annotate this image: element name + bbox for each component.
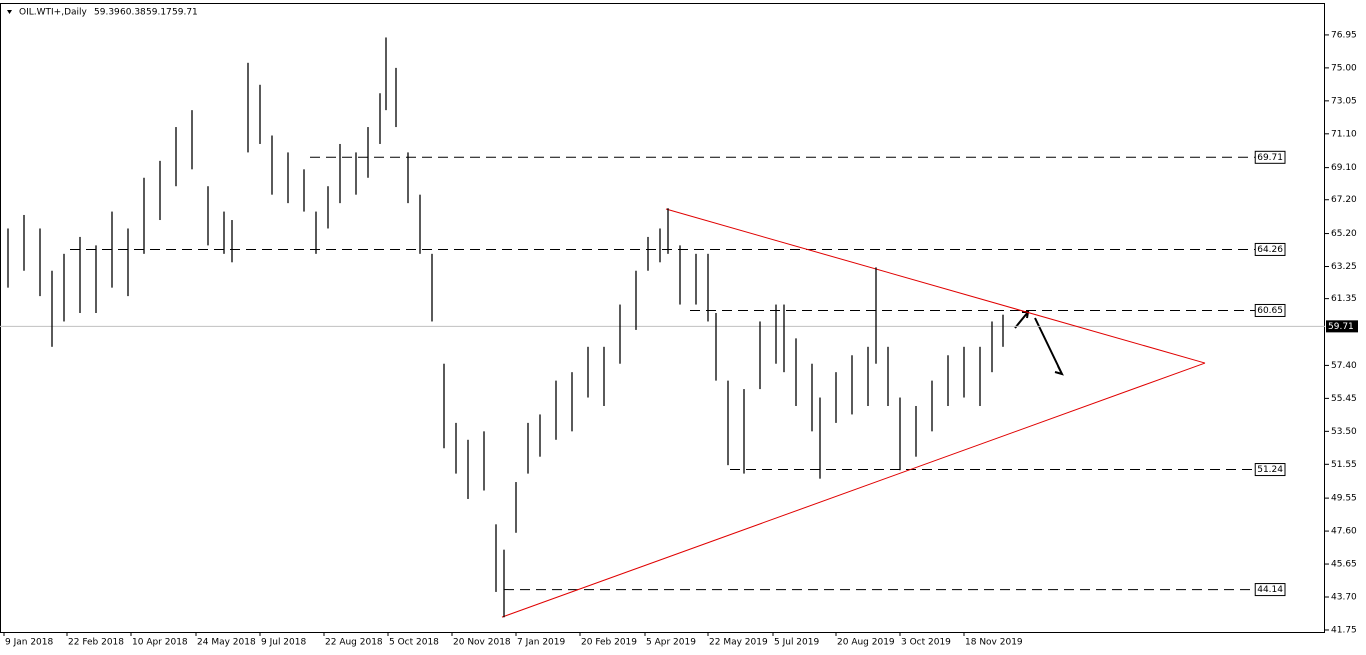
header: OIL.WTI+,Daily	[19, 8, 88, 18]
y-tick-label: 41.75	[1331, 625, 1357, 635]
y-tick-label: 47.60	[1331, 527, 1357, 537]
y-tick-label: 71.10	[1331, 129, 1357, 139]
ohlc-value: 60.38	[120, 8, 146, 18]
level-box	[1254, 150, 1286, 164]
y-tick-label: 67.20	[1331, 195, 1357, 205]
level-label: 51.24	[1257, 465, 1283, 475]
y-tick-label: 43.70	[1331, 593, 1357, 603]
ohlc-value: 59.71	[172, 8, 198, 18]
y-tick-label: 65.20	[1331, 229, 1357, 239]
level-label: 64.26	[1257, 245, 1283, 255]
y-tick-label: 45.65	[1331, 560, 1357, 570]
level-box	[1254, 463, 1286, 477]
y-tick-label: 55.45	[1331, 394, 1357, 404]
x-tick-label: 3 Oct 2019	[901, 638, 951, 648]
level-label: 60.65	[1257, 306, 1283, 316]
y-tick-label: 76.95	[1331, 30, 1357, 40]
x-tick-label: 22 Aug 2018	[325, 638, 383, 648]
x-tick-label: 22 May 2019	[709, 638, 768, 648]
symbol: OIL.WTI+,Daily	[19, 8, 88, 18]
y-tick-label: 61.35	[1331, 294, 1357, 304]
x-tick-label: 18 Nov 2019	[965, 638, 1023, 648]
x-tick-label: 20 Nov 2018	[453, 638, 511, 648]
x-tick-label: 9 Jan 2018	[5, 638, 53, 648]
x-tick-label: 5 Apr 2019	[646, 638, 696, 648]
x-tick-label: 24 May 2018	[197, 638, 256, 648]
menu-arrow[interactable]	[7, 10, 12, 14]
y-tick-label: 49.55	[1331, 494, 1357, 504]
x-tick-label: 20 Feb 2019	[581, 638, 637, 648]
trendline	[501, 362, 1206, 618]
current-price-box	[1326, 320, 1358, 333]
y-tick-label: 51.55	[1331, 460, 1357, 470]
plot-frame	[0, 3, 1325, 633]
x-tick-label: 5 Oct 2018	[389, 638, 439, 648]
arrow-down	[1034, 317, 1064, 376]
level-box	[1254, 242, 1286, 256]
y-tick-label: 53.50	[1331, 427, 1357, 437]
level-box	[1254, 303, 1286, 317]
ohlc-value: 59.17	[146, 8, 172, 18]
x-tick-label: 22 Feb 2018	[68, 638, 124, 648]
x-tick-label: 7 Jan 2019	[517, 638, 565, 648]
x-tick-label: 10 Apr 2018	[132, 638, 188, 648]
level-label: 44.14	[1257, 585, 1283, 595]
x-tick-label: 5 Jul 2019	[774, 638, 819, 648]
ohlc-value: 59.39	[94, 8, 120, 18]
y-tick-label: 73.05	[1331, 96, 1357, 106]
y-tick-label: 69.10	[1331, 163, 1357, 173]
y-tick-label: 63.25	[1331, 262, 1357, 272]
y-tick-label: 57.40	[1331, 361, 1357, 371]
y-tick-label: 75.00	[1331, 63, 1357, 73]
x-tick-label: 9 Jul 2018	[261, 638, 306, 648]
level-label: 69.71	[1257, 153, 1283, 163]
current-price-label: 59.71	[1328, 322, 1354, 332]
level-box	[1254, 583, 1286, 597]
x-tick-label: 20 Aug 2019	[837, 638, 895, 648]
trendline	[665, 208, 1206, 364]
